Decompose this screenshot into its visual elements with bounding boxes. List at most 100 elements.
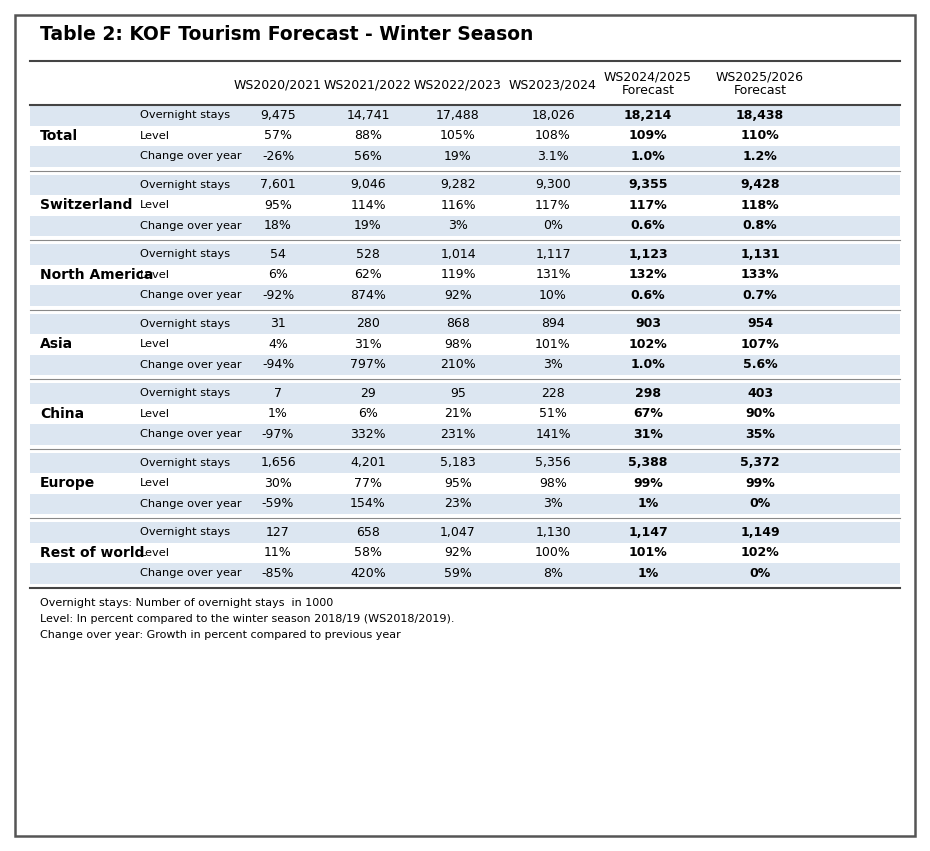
Text: Overnight stays: Overnight stays bbox=[140, 180, 230, 190]
Text: 0%: 0% bbox=[750, 567, 771, 580]
Text: -94%: -94% bbox=[262, 358, 294, 371]
Text: -26%: -26% bbox=[262, 150, 294, 163]
Text: 298: 298 bbox=[635, 386, 661, 400]
Text: 114%: 114% bbox=[351, 199, 386, 212]
Text: 54: 54 bbox=[270, 248, 286, 260]
Text: 77%: 77% bbox=[354, 477, 382, 489]
Bar bbox=[30, 522, 900, 542]
Text: 868: 868 bbox=[446, 317, 470, 330]
Text: 1.2%: 1.2% bbox=[743, 150, 777, 163]
Text: 154%: 154% bbox=[350, 497, 386, 511]
Text: 9,428: 9,428 bbox=[740, 178, 779, 191]
Text: 18,214: 18,214 bbox=[624, 109, 672, 122]
Bar bbox=[30, 424, 900, 444]
Text: Table 2: KOF Tourism Forecast - Winter Season: Table 2: KOF Tourism Forecast - Winter S… bbox=[40, 25, 534, 44]
Text: 59%: 59% bbox=[444, 567, 472, 580]
Text: 9,355: 9,355 bbox=[629, 178, 668, 191]
Text: WS2022/2023: WS2022/2023 bbox=[414, 79, 502, 92]
Bar bbox=[30, 383, 900, 403]
Bar bbox=[30, 473, 900, 494]
Text: 797%: 797% bbox=[350, 358, 386, 371]
Text: Level: Level bbox=[140, 200, 170, 210]
Text: 31%: 31% bbox=[354, 338, 382, 351]
Text: 21%: 21% bbox=[445, 408, 472, 420]
Text: 117%: 117% bbox=[629, 199, 668, 212]
Text: 1.0%: 1.0% bbox=[631, 358, 665, 371]
Text: 9,282: 9,282 bbox=[440, 178, 476, 191]
Text: Change over year: Change over year bbox=[140, 568, 242, 578]
Text: 117%: 117% bbox=[535, 199, 571, 212]
Text: 7,601: 7,601 bbox=[260, 178, 296, 191]
Text: 92%: 92% bbox=[445, 546, 472, 559]
Text: 5,372: 5,372 bbox=[740, 456, 780, 469]
Text: 3%: 3% bbox=[543, 497, 563, 511]
Text: 1,656: 1,656 bbox=[260, 456, 296, 469]
Text: 3%: 3% bbox=[543, 358, 563, 371]
Bar bbox=[30, 244, 900, 265]
Bar bbox=[30, 146, 900, 167]
Text: 99%: 99% bbox=[633, 477, 663, 489]
Text: WS2025/2026: WS2025/2026 bbox=[716, 71, 804, 84]
Text: 14,741: 14,741 bbox=[346, 109, 390, 122]
Text: 110%: 110% bbox=[740, 129, 779, 142]
Text: 101%: 101% bbox=[535, 338, 571, 351]
Text: 23%: 23% bbox=[445, 497, 472, 511]
Text: -85%: -85% bbox=[261, 567, 294, 580]
Text: 127: 127 bbox=[266, 526, 290, 539]
Text: 3%: 3% bbox=[448, 220, 468, 232]
Bar bbox=[30, 125, 900, 146]
Text: 5,356: 5,356 bbox=[535, 456, 571, 469]
Text: Forecast: Forecast bbox=[621, 84, 674, 97]
Text: 132%: 132% bbox=[629, 268, 668, 281]
Text: 92%: 92% bbox=[445, 288, 472, 302]
Bar bbox=[30, 285, 900, 306]
Text: 954: 954 bbox=[747, 317, 773, 330]
Text: 3.1%: 3.1% bbox=[538, 150, 569, 163]
Text: 6%: 6% bbox=[268, 268, 288, 281]
Text: 11%: 11% bbox=[264, 546, 292, 559]
Text: 5.6%: 5.6% bbox=[743, 358, 777, 371]
Bar bbox=[30, 355, 900, 375]
Text: 1%: 1% bbox=[268, 408, 288, 420]
Text: WS2021/2022: WS2021/2022 bbox=[324, 79, 412, 92]
Text: 100%: 100% bbox=[535, 546, 571, 559]
Bar bbox=[30, 313, 900, 334]
Text: Level: Level bbox=[140, 131, 170, 140]
Text: WS2023/2024: WS2023/2024 bbox=[509, 79, 597, 92]
Text: 1,014: 1,014 bbox=[440, 248, 476, 260]
Text: -92%: -92% bbox=[262, 288, 294, 302]
Text: 102%: 102% bbox=[740, 546, 779, 559]
Text: 8%: 8% bbox=[543, 567, 563, 580]
Text: Level: Level bbox=[140, 270, 170, 280]
Text: 102%: 102% bbox=[629, 338, 668, 351]
Text: 105%: 105% bbox=[440, 129, 476, 142]
Text: Change over year: Change over year bbox=[140, 360, 242, 369]
Text: 141%: 141% bbox=[535, 428, 571, 441]
Text: Change over year: Change over year bbox=[140, 151, 242, 161]
Text: 5,388: 5,388 bbox=[629, 456, 668, 469]
Text: Change over year: Change over year bbox=[140, 429, 242, 439]
Text: Rest of world: Rest of world bbox=[40, 545, 144, 560]
Text: 62%: 62% bbox=[354, 268, 382, 281]
Text: 1,047: 1,047 bbox=[440, 526, 476, 539]
Text: Total: Total bbox=[40, 129, 78, 143]
Text: 1,123: 1,123 bbox=[628, 248, 668, 260]
Text: 528: 528 bbox=[356, 248, 380, 260]
Bar bbox=[30, 105, 900, 125]
Text: Switzerland: Switzerland bbox=[40, 198, 132, 212]
Text: 0.6%: 0.6% bbox=[631, 220, 665, 232]
Bar bbox=[30, 195, 900, 215]
Text: 101%: 101% bbox=[629, 546, 668, 559]
Text: Europe: Europe bbox=[40, 477, 95, 490]
Text: 31%: 31% bbox=[633, 428, 663, 441]
Bar bbox=[30, 563, 900, 584]
Text: 1,131: 1,131 bbox=[740, 248, 780, 260]
Bar bbox=[30, 334, 900, 355]
Text: China: China bbox=[40, 407, 84, 420]
Text: 31: 31 bbox=[270, 317, 286, 330]
Text: Forecast: Forecast bbox=[734, 84, 787, 97]
Text: Overnight stays: Overnight stays bbox=[140, 249, 230, 260]
Text: 5,183: 5,183 bbox=[440, 456, 476, 469]
Text: Overnight stays: Overnight stays bbox=[140, 388, 230, 398]
Text: 228: 228 bbox=[541, 386, 565, 400]
